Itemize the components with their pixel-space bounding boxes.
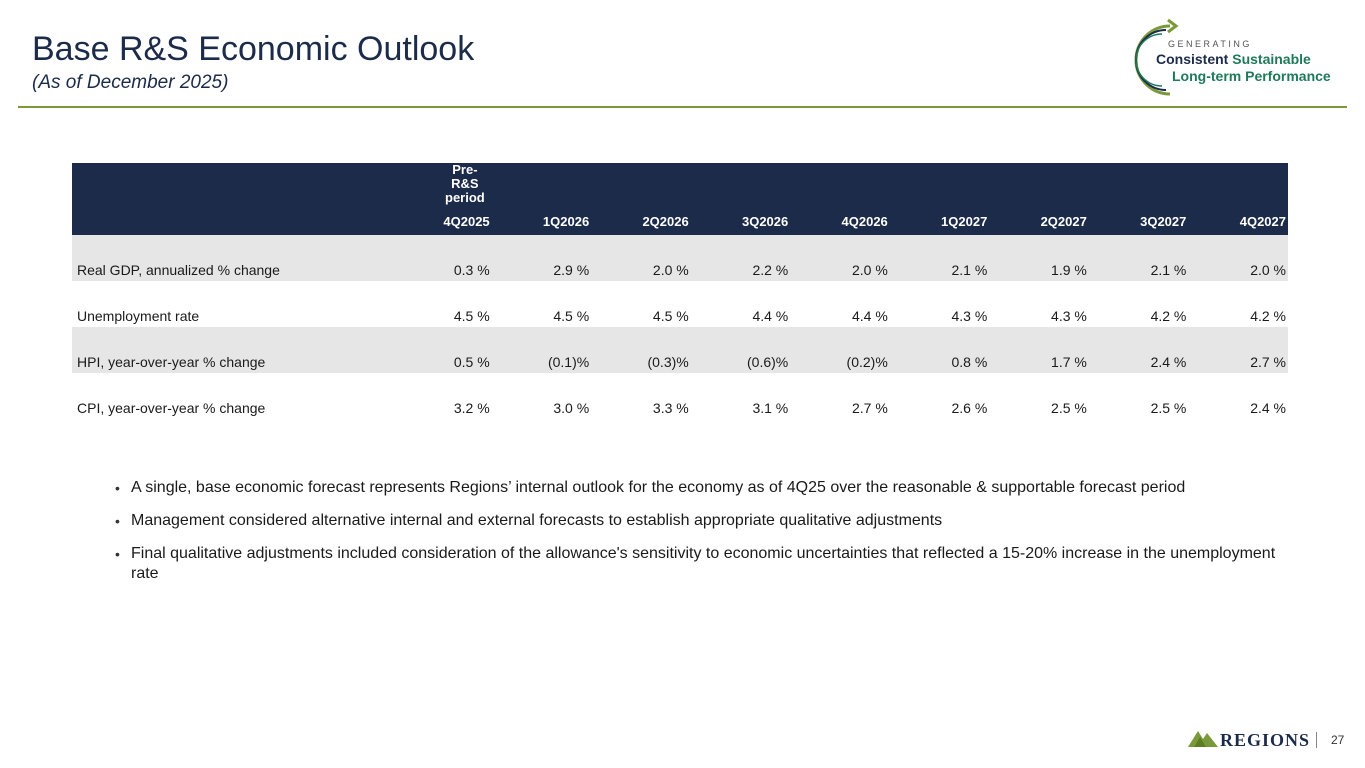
row-label: HPI, year-over-year % change xyxy=(77,354,266,370)
table-cell: 1.9 % xyxy=(1051,262,1087,278)
column-header: 3Q2026 xyxy=(741,213,789,229)
column-header: 1Q2026 xyxy=(542,213,590,229)
table-cell: 2.5 % xyxy=(1051,400,1087,416)
row-label: Real GDP, annualized % change xyxy=(77,262,280,278)
table-cell: 3.0 % xyxy=(553,400,590,416)
table-cell: 2.6 % xyxy=(951,400,988,416)
table-cell: 0.3 % xyxy=(453,262,490,278)
table-cell: 2.0 % xyxy=(851,262,888,278)
table-cell: 3.3 % xyxy=(652,400,689,416)
table-cell: (0.1)% xyxy=(547,354,590,370)
table-cell: 2.4 % xyxy=(1150,354,1187,370)
table-cell: (0.2)% xyxy=(846,354,888,370)
table-cell: 4.5 % xyxy=(453,308,490,324)
regions-pyramid-icon xyxy=(1188,731,1218,747)
logo-line-1: Consistent Sustainable xyxy=(1156,51,1311,67)
table-cell: 4.2 % xyxy=(1250,308,1286,324)
row-label: CPI, year-over-year % change xyxy=(77,400,266,416)
column-header: 3Q2027 xyxy=(1140,213,1187,229)
column-header: 4Q2027 xyxy=(1239,213,1286,229)
table-cell: 2.1 % xyxy=(951,262,988,278)
generating-performance-logo: GENERATING Consistent Sustainable Long-t… xyxy=(1130,18,1350,100)
table-cell: 4.4 % xyxy=(752,308,789,324)
arrow-ring-icon xyxy=(1134,18,1179,96)
table-cell: 2.5 % xyxy=(1150,400,1187,416)
table-cell: 3.2 % xyxy=(453,400,490,416)
pre-rs-period-header: Pre-R&S period xyxy=(445,162,485,205)
table-cell: 2.2 % xyxy=(752,262,789,278)
column-header: 2Q2027 xyxy=(1040,213,1087,229)
table-cell: 1.7 % xyxy=(1051,354,1087,370)
table-cell: (0.6)% xyxy=(747,354,789,370)
column-header-row: 4Q2025 1Q2026 2Q2026 3Q2026 4Q2026 1Q2027 2Q20… xyxy=(72,207,1288,235)
table-cell: 3.1 % xyxy=(752,400,789,416)
table-cell: 2.0 % xyxy=(1250,262,1286,278)
table-cell: 4.3 % xyxy=(951,308,988,324)
table-cell: 2.7 % xyxy=(851,400,888,416)
table-cell: 0.8 % xyxy=(951,354,988,370)
bullet-item: Management considered alternative intern… xyxy=(115,511,1285,531)
page-title: Base R&S Economic Outlook xyxy=(32,30,475,68)
table-row: HPI, year-over-year % change 0.5 % (0.1)% (… xyxy=(72,327,1288,373)
table-cell: (0.3)% xyxy=(647,354,689,370)
table-cell: 4.3 % xyxy=(1051,308,1087,324)
table-cell: 4.4 % xyxy=(851,308,888,324)
table-cell: 2.0 % xyxy=(652,262,689,278)
column-header: 4Q2026 xyxy=(841,213,888,229)
header-divider xyxy=(18,106,1347,108)
logo-generating: GENERATING xyxy=(1168,39,1252,49)
table-cell: 2.1 % xyxy=(1150,262,1187,278)
table-row: CPI, year-over-year % change 3.2 % 3.0 % 3.… xyxy=(72,373,1288,419)
column-header: 2Q2026 xyxy=(642,213,689,229)
page-subtitle: (As of December 2025) xyxy=(32,72,229,93)
table-row: Unemployment rate 4.5 % 4.5 % 4.5 % 4.4 % 4.4… xyxy=(72,281,1288,327)
table-cell: 4.2 % xyxy=(1150,308,1187,324)
bullet-item: Final qualitative adjustments included c… xyxy=(115,544,1285,584)
footer-separator xyxy=(1316,732,1317,748)
table-cell: 2.7 % xyxy=(1250,354,1286,370)
table-row: Real GDP, annualized % change 0.3 % 2.9 % 2… xyxy=(72,235,1288,281)
economic-outlook-table: Pre-R&S period 4Q2025 1Q2026 2Q2026 3Q2026 4… xyxy=(72,163,1288,419)
regions-wordmark: REGIONS xyxy=(1220,730,1311,750)
column-header: 4Q2025 xyxy=(443,213,490,229)
bullet-list: A single, base economic forecast represe… xyxy=(115,478,1285,597)
table-cell: 0.5 % xyxy=(453,354,490,370)
bullet-item: A single, base economic forecast represe… xyxy=(115,478,1285,498)
column-header: 1Q2027 xyxy=(941,213,988,229)
page-number: 27 xyxy=(1331,733,1345,747)
row-label: Unemployment rate xyxy=(77,308,200,324)
logo-line-2: Long-term Performance xyxy=(1172,68,1331,84)
table-cell: 2.4 % xyxy=(1250,400,1286,416)
table-cell: 4.5 % xyxy=(652,308,689,324)
table-cell: 4.5 % xyxy=(553,308,590,324)
table-cell: 2.9 % xyxy=(553,262,590,278)
